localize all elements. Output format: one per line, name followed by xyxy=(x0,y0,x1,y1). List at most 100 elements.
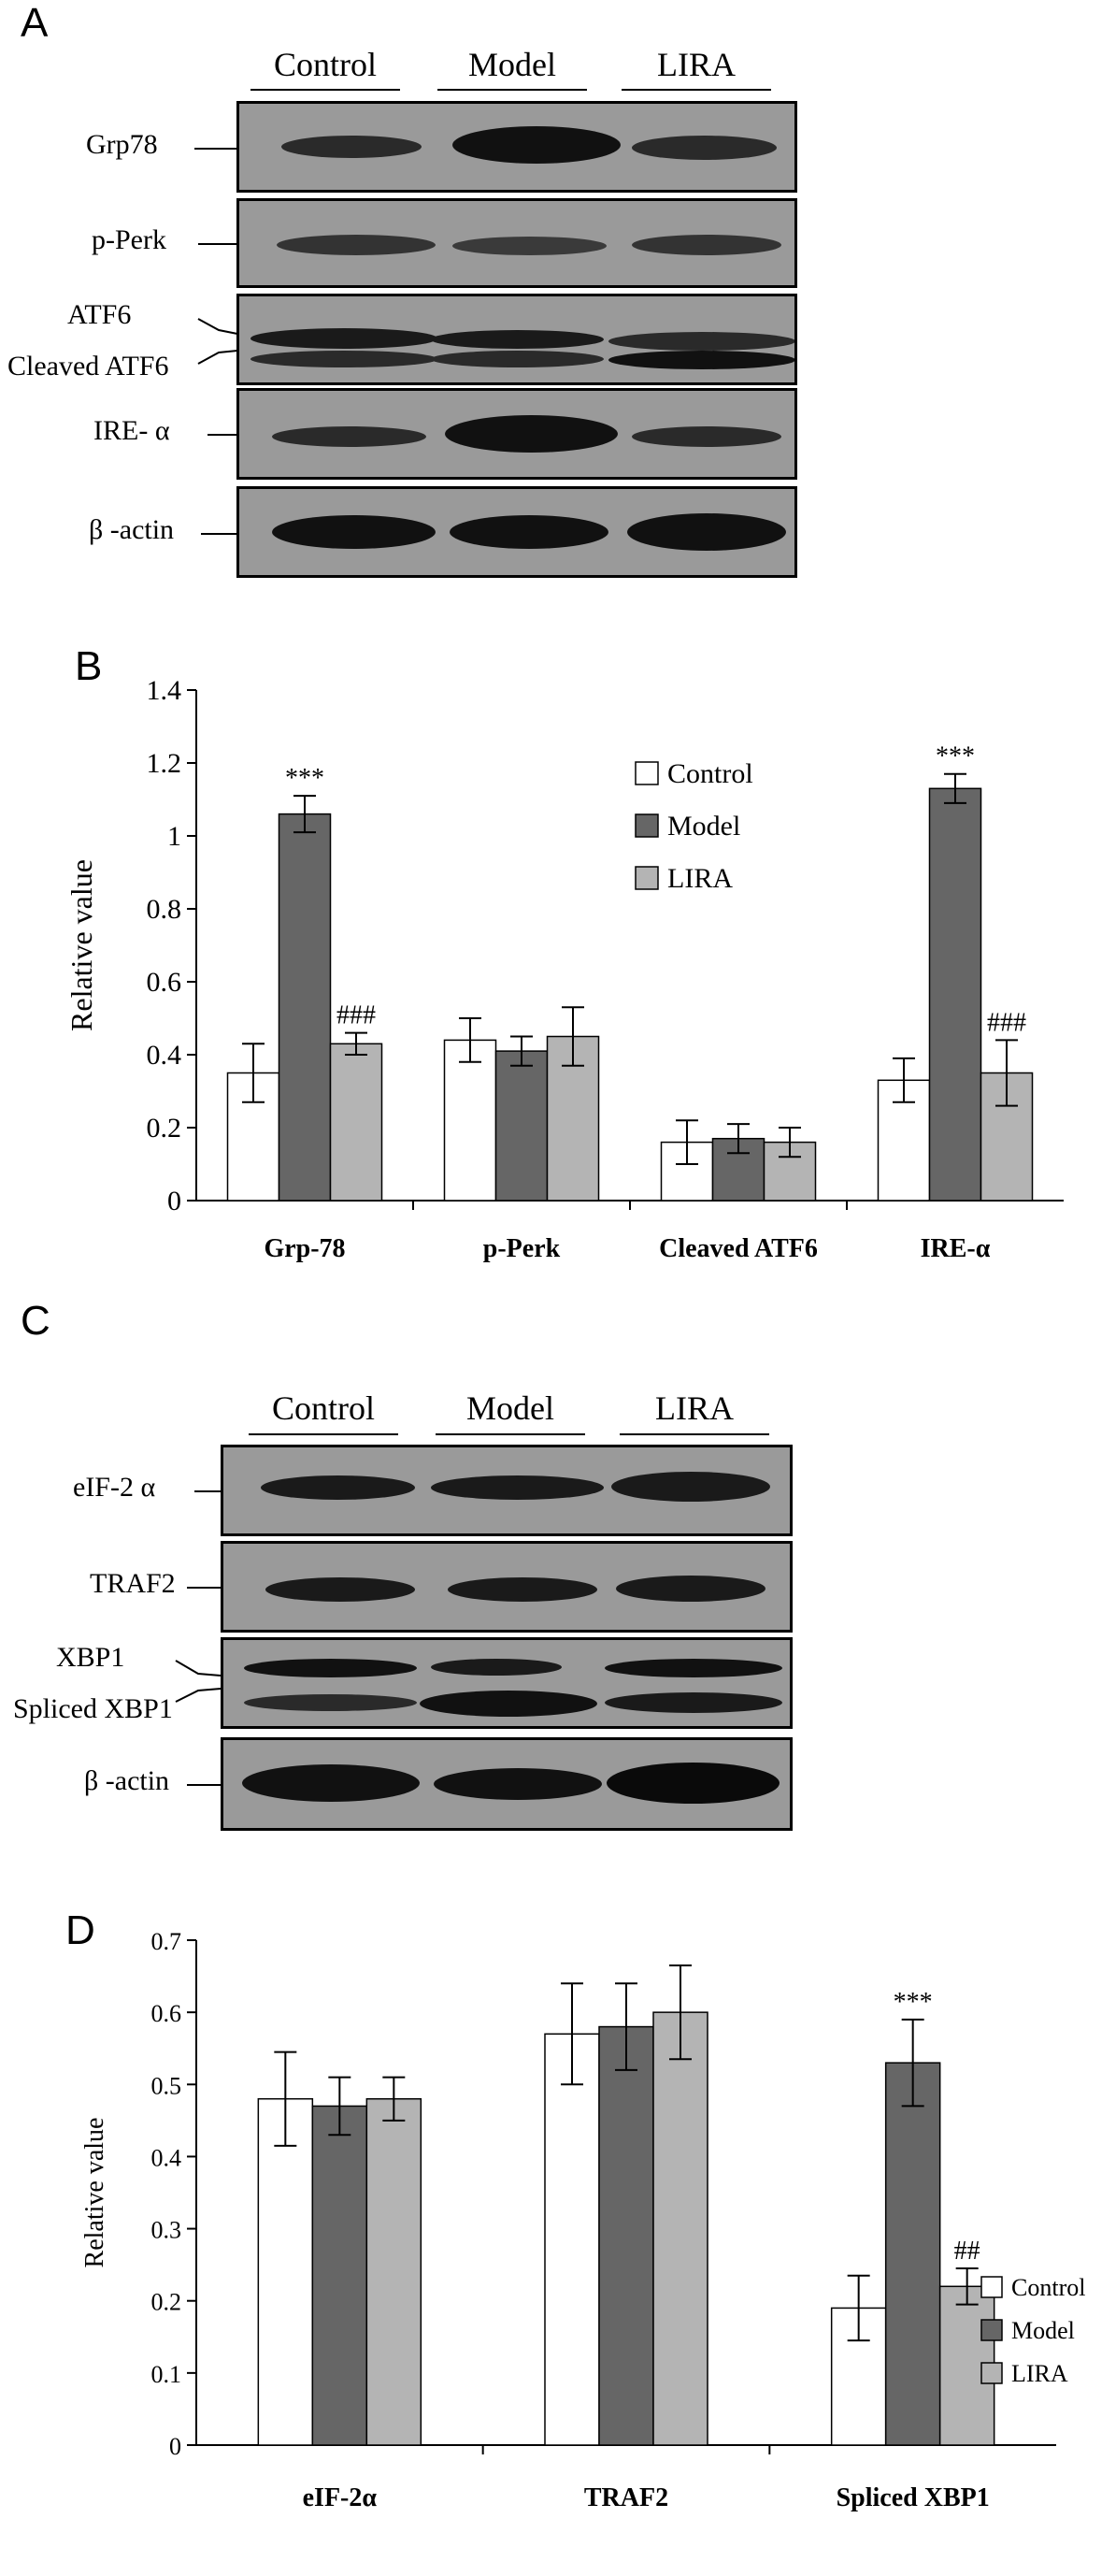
row-label: IRE- α xyxy=(93,415,170,446)
panel-b-letter: B xyxy=(75,643,103,689)
significance-label: *** xyxy=(936,742,975,771)
row-label: ATF6 xyxy=(67,299,132,330)
group-underline xyxy=(437,89,587,91)
panel-a-letter: A xyxy=(21,0,49,46)
blot-band xyxy=(605,1659,782,1677)
blot-band xyxy=(277,235,436,255)
bar xyxy=(711,1137,765,1202)
blot-band xyxy=(272,515,436,549)
bar xyxy=(311,2105,368,2446)
group-label-model: Model xyxy=(468,46,556,83)
bar xyxy=(544,2033,600,2446)
blot-band xyxy=(450,515,608,549)
y-tick-label: 0.4 xyxy=(151,2144,182,2171)
y-axis-label: Relative value xyxy=(80,2118,109,2268)
group-underline xyxy=(250,89,400,91)
group-underline xyxy=(620,1433,769,1435)
legend-label: Control xyxy=(1011,2274,1085,2301)
bar xyxy=(329,1043,383,1202)
bar xyxy=(278,813,332,1202)
y-tick-label: 0 xyxy=(167,1186,181,1216)
blot-xbp1 xyxy=(221,1637,793,1729)
group-underline xyxy=(249,1433,398,1435)
significance-label: ### xyxy=(987,1008,1026,1037)
label-tick xyxy=(197,318,238,365)
bar xyxy=(598,2025,654,2446)
row-label: eIF-2 α xyxy=(73,1472,156,1503)
blot-band xyxy=(605,1692,782,1713)
y-tick-label: 1.4 xyxy=(147,675,182,706)
bar xyxy=(928,787,982,1202)
blot-band xyxy=(265,1577,415,1602)
blot-band xyxy=(608,351,794,369)
blot-band xyxy=(611,1472,770,1502)
y-tick-label: 0.3 xyxy=(151,2217,182,2244)
y-tick-label: 0 xyxy=(169,2433,181,2460)
x-tick-label: Spliced XBP1 xyxy=(837,2483,990,2512)
x-tick-label: p-Perk xyxy=(483,1234,561,1263)
group-label-lira: LIRA xyxy=(655,1389,734,1427)
blot-band xyxy=(434,1768,602,1800)
blot-band xyxy=(244,1659,417,1677)
y-tick-label: 0.8 xyxy=(147,894,182,925)
blot-band xyxy=(420,1691,597,1717)
blot-band xyxy=(242,1764,420,1802)
blot-band xyxy=(272,426,426,447)
label-tick xyxy=(175,1660,222,1703)
blot-band xyxy=(261,1475,415,1500)
blot-band xyxy=(250,351,437,367)
legend-swatch xyxy=(635,866,659,890)
significance-label: ### xyxy=(336,1001,376,1030)
row-label: XBP1 xyxy=(56,1642,125,1673)
panel-c-letter: C xyxy=(21,1298,50,1344)
chart-d: 0 0.1 0.2 0.3 0.4 0.5 0.6 0.7 Relative value eIF-… xyxy=(80,1928,1085,2512)
legend-label: Model xyxy=(667,811,740,842)
blot-beta-actin-c xyxy=(221,1737,793,1831)
blot-band xyxy=(607,1763,780,1804)
blot-beta-actin xyxy=(236,486,797,578)
x-tick-label: TRAF2 xyxy=(584,2483,668,2512)
blot-band xyxy=(616,1576,765,1602)
blot-ire-alpha xyxy=(236,388,797,480)
label-tick xyxy=(194,148,236,150)
y-tick-label: 0.4 xyxy=(147,1040,182,1071)
blot-band xyxy=(431,351,604,367)
label-tick xyxy=(201,533,236,535)
blot-band xyxy=(250,328,437,349)
legend-label: Control xyxy=(667,758,753,789)
significance-label: *** xyxy=(285,764,324,793)
blot-band xyxy=(431,1475,604,1500)
blot-p-perk xyxy=(236,198,797,288)
panel-d-letter: D xyxy=(65,1907,95,1953)
y-tick-label: 0.7 xyxy=(151,1928,182,1955)
blot-band xyxy=(452,237,607,255)
blot-band xyxy=(448,1577,597,1602)
label-tick xyxy=(198,243,236,245)
label-tick xyxy=(194,1490,221,1492)
blot-band xyxy=(431,1659,562,1676)
row-label: Grp78 xyxy=(86,129,158,160)
y-tick-label: 1 xyxy=(167,821,181,852)
y-tick-label: 0.2 xyxy=(147,1113,182,1144)
blot-eif2-alpha xyxy=(221,1445,793,1536)
legend-label: Model xyxy=(1011,2317,1075,2344)
group-label-model: Model xyxy=(466,1389,554,1427)
legend-swatch xyxy=(980,2362,1003,2384)
legend-swatch xyxy=(635,813,659,838)
bar xyxy=(443,1039,497,1202)
y-tick-label: 0.6 xyxy=(147,967,182,998)
x-tick-label: Cleaved ATF6 xyxy=(659,1234,818,1263)
label-tick xyxy=(187,1784,221,1786)
y-tick-label: 0.5 xyxy=(151,2072,182,2099)
group-underline xyxy=(436,1433,585,1435)
blot-band xyxy=(431,330,604,349)
blot-band xyxy=(452,126,621,164)
blot-band xyxy=(632,426,781,447)
bar xyxy=(257,2097,314,2446)
x-tick-label: IRE-α xyxy=(921,1234,991,1263)
blot-band xyxy=(281,136,422,158)
blot-band xyxy=(627,513,786,551)
group-label-control: Control xyxy=(271,1389,375,1427)
bar xyxy=(652,2011,708,2446)
significance-label: *** xyxy=(894,1988,933,2017)
